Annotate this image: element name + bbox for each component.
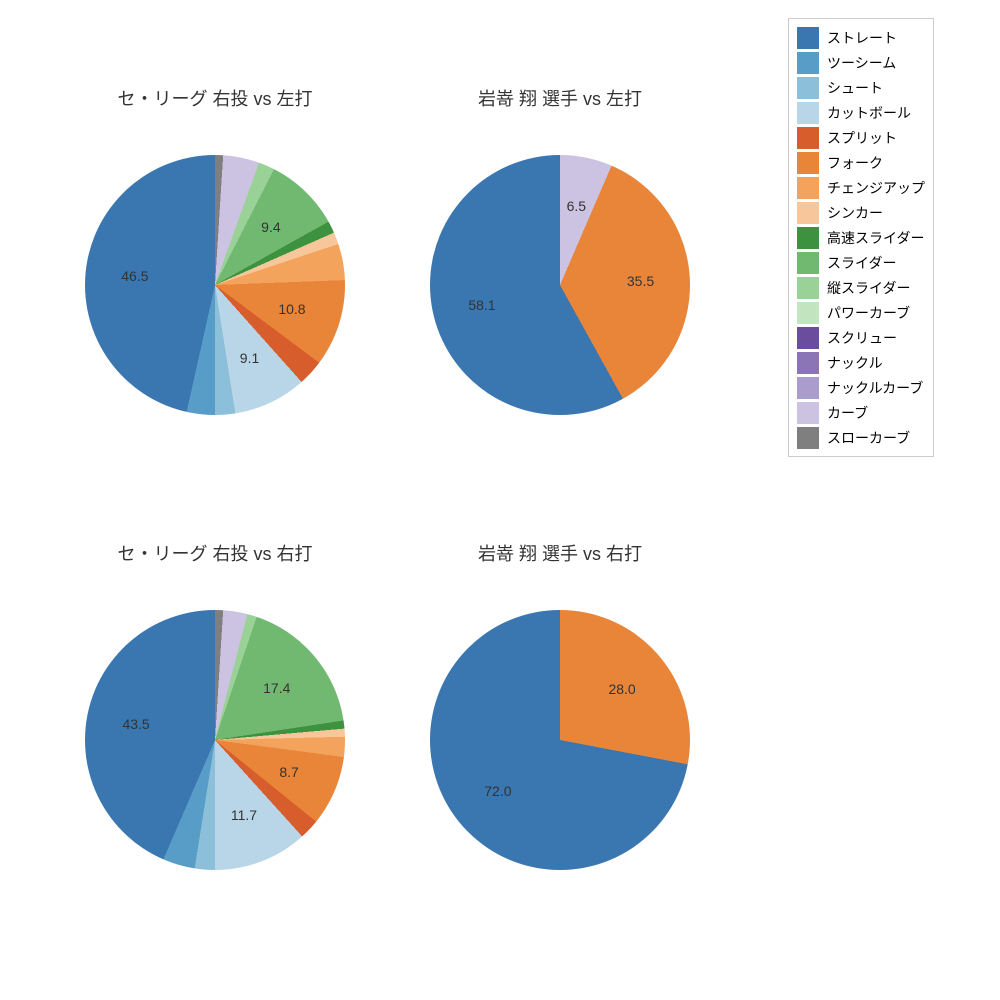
legend-swatch (797, 202, 819, 224)
legend-item: ナックル (797, 350, 925, 375)
legend-label: ナックル (827, 353, 883, 373)
legend-swatch (797, 377, 819, 399)
legend-label: ツーシーム (827, 53, 896, 73)
legend-item: ツーシーム (797, 50, 925, 75)
legend-label: スプリット (827, 128, 897, 148)
legend-label: カーブ (827, 403, 868, 423)
legend-item: スクリュー (797, 325, 925, 350)
legend-swatch (797, 102, 819, 124)
legend-item: チェンジアップ (797, 175, 925, 200)
pie-slice-label: 8.7 (279, 764, 298, 780)
legend-label: チェンジアップ (827, 178, 925, 198)
legend-label: ストレート (827, 28, 897, 48)
legend-swatch (797, 227, 819, 249)
legend-item: スプリット (797, 125, 925, 150)
legend-label: フォーク (827, 153, 883, 173)
legend-swatch (797, 302, 819, 324)
pie-slice-label: 43.5 (122, 716, 149, 732)
legend-label: シュート (827, 78, 883, 98)
legend-label: ナックルカーブ (827, 378, 923, 398)
legend-item: シュート (797, 75, 925, 100)
legend-item: カットボール (797, 100, 925, 125)
pie-slice-label: 35.5 (627, 273, 654, 289)
legend-item: フォーク (797, 150, 925, 175)
chart-title: セ・リーグ 右投 vs 左打 (15, 85, 415, 111)
legend-item: パワーカーブ (797, 300, 925, 325)
legend-item: 縦スライダー (797, 275, 925, 300)
legend-item: カーブ (797, 400, 925, 425)
pie-chart (430, 610, 690, 870)
legend-label: スクリュー (827, 328, 897, 348)
pie-slice-label: 9.1 (240, 350, 259, 366)
chart-title: 岩嵜 翔 選手 vs 右打 (360, 540, 760, 566)
pie-slice-label: 6.5 (567, 198, 586, 214)
legend-item: シンカー (797, 200, 925, 225)
legend-swatch (797, 327, 819, 349)
legend-label: 高速スライダー (827, 228, 924, 248)
legend-label: カットボール (827, 103, 911, 123)
legend-swatch (797, 152, 819, 174)
legend-label: パワーカーブ (827, 303, 910, 323)
pie-slice-label: 9.4 (261, 219, 280, 235)
pie-slice-label: 11.7 (231, 807, 257, 823)
chart-title: セ・リーグ 右投 vs 右打 (15, 540, 415, 566)
legend-item: ストレート (797, 25, 925, 50)
legend-swatch (797, 277, 819, 299)
chart-title: 岩嵜 翔 選手 vs 左打 (360, 85, 760, 111)
pie-slice-label: 72.0 (484, 783, 511, 799)
legend-item: スライダー (797, 250, 925, 275)
legend-swatch (797, 27, 819, 49)
pie-slice-label: 28.0 (608, 681, 635, 697)
legend-item: 高速スライダー (797, 225, 925, 250)
legend: ストレートツーシームシュートカットボールスプリットフォークチェンジアップシンカー… (788, 18, 934, 457)
legend-label: シンカー (827, 203, 883, 223)
pie-slice-label: 10.8 (278, 301, 305, 317)
legend-label: 縦スライダー (827, 278, 910, 298)
pie-chart (85, 610, 345, 870)
legend-swatch (797, 427, 819, 449)
legend-swatch (797, 352, 819, 374)
legend-item: ナックルカーブ (797, 375, 925, 400)
legend-swatch (797, 77, 819, 99)
legend-swatch (797, 402, 819, 424)
legend-swatch (797, 127, 819, 149)
figure-canvas: セ・リーグ 右投 vs 左打 46.5 9.1 10.8 9.4 岩嵜 翔 選手 vs 左… (0, 0, 1000, 1000)
legend-swatch (797, 252, 819, 274)
pie-slice-label: 46.5 (121, 268, 148, 284)
legend-label: スライダー (827, 253, 896, 273)
legend-swatch (797, 177, 819, 199)
pie-slice-label: 17.4 (263, 680, 290, 696)
legend-item: スローカーブ (797, 425, 925, 450)
pie-chart (85, 155, 345, 415)
legend-label: スローカーブ (827, 428, 910, 448)
legend-swatch (797, 52, 819, 74)
pie-slice-label: 58.1 (468, 297, 495, 313)
